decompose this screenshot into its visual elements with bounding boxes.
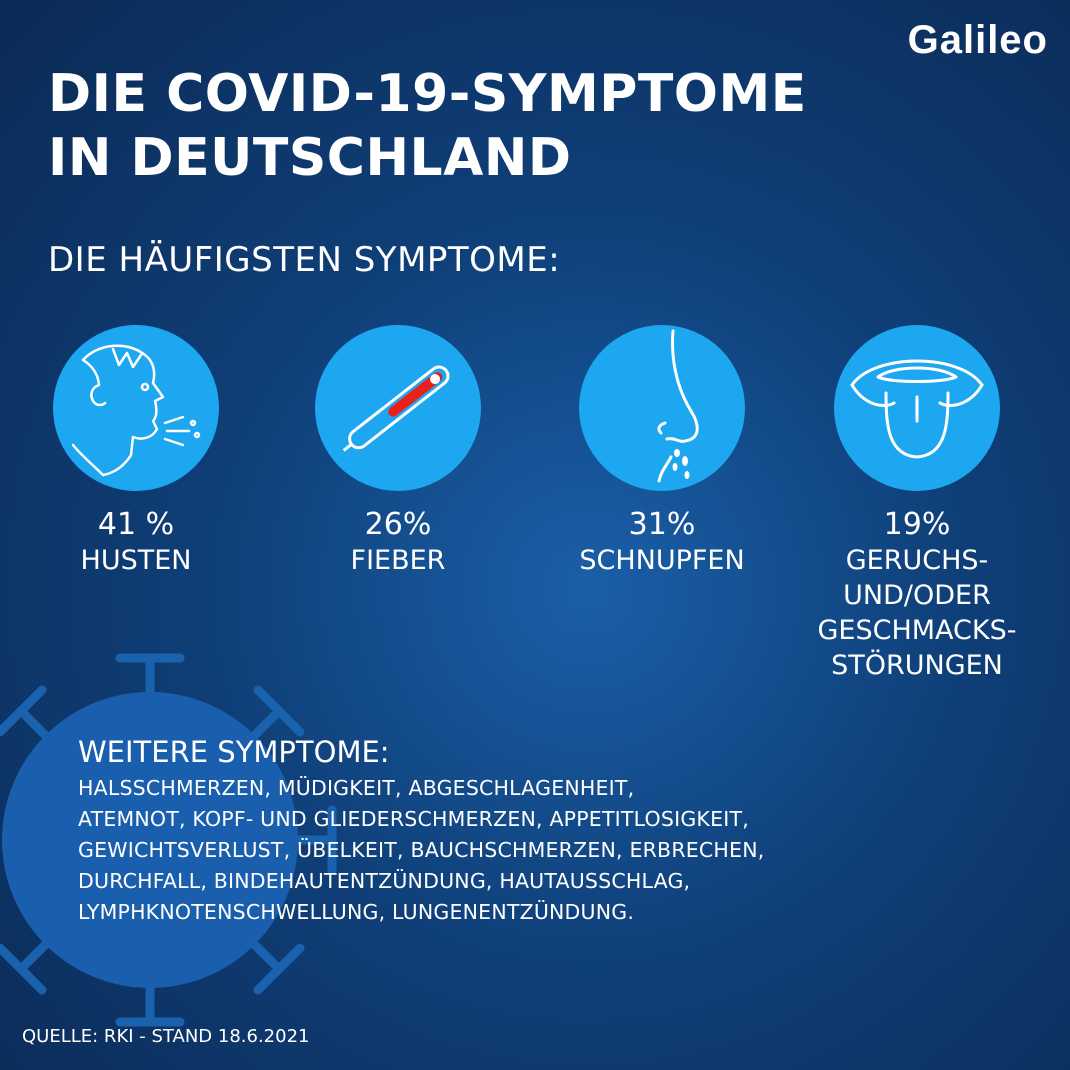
more-symptoms-line: HALSSCHMERZEN, MÜDIGKEIT, ABGESCHLAGENHE…	[78, 776, 635, 800]
title-line-1: DIE COVID-19-SYMPTOME	[48, 64, 807, 124]
symptom-runny-nose: 31% SCHNUPFEN	[542, 325, 782, 578]
symptom-label-line: STÖRUNGEN	[831, 650, 1003, 681]
sneezing-nose-icon	[579, 325, 745, 491]
symptom-percent: 26%	[364, 507, 432, 542]
more-symptoms-list: HALSSCHMERZEN, MÜDIGKEIT, ABGESCHLAGENHE…	[78, 773, 938, 928]
symptom-percent: 31%	[628, 507, 696, 542]
symptom-label: SCHNUPFEN	[579, 545, 745, 576]
tongue-icon	[834, 325, 1000, 491]
symptom-label: FIEBER	[350, 545, 446, 576]
symptom-label: HUSTEN	[80, 545, 192, 576]
source-note: QUELLE: RKI - STAND 18.6.2021	[22, 1026, 310, 1047]
symptom-cough: 41 % HUSTEN	[16, 325, 256, 578]
more-symptoms-line: GEWICHTSVERLUST, ÜBELKEIT, BAUCHSCHMERZE…	[78, 838, 765, 862]
more-symptoms-title: WEITERE SYMPTOME:	[78, 735, 390, 769]
symptom-smell-taste: 19% GERUCHS- UND/ODER GESCHMACKS- STÖRUN…	[797, 325, 1037, 683]
page-title: DIE COVID-19-SYMPTOME IN DEUTSCHLAND	[48, 62, 807, 190]
symptom-fever: 26% FIEBER	[278, 325, 518, 578]
symptom-percent: 19%	[883, 507, 951, 542]
section-subtitle: DIE HÄUFIGSTEN SYMPTOME:	[48, 240, 561, 280]
symptom-label-line: GESCHMACKS-	[817, 615, 1017, 646]
symptom-label-line: GERUCHS-	[845, 545, 989, 576]
more-symptoms-line: LYMPHKNOTENSCHWELLUNG, LUNGENENTZÜNDUNG.	[78, 900, 635, 924]
galileo-logo: Galileo	[907, 18, 1048, 62]
title-line-2: IN DEUTSCHLAND	[48, 128, 572, 188]
thermometer-icon	[315, 325, 481, 491]
coughing-person-icon	[53, 325, 219, 491]
symptom-percent: 41 %	[97, 507, 175, 542]
virus-icon	[0, 653, 337, 1027]
symptom-label-line: UND/ODER	[843, 580, 991, 611]
more-symptoms-line: ATEMNOT, KOPF- UND GLIEDERSCHMERZEN, APP…	[78, 807, 749, 831]
more-symptoms-line: DURCHFALL, BINDEHAUTENTZÜNDUNG, HAUTAUSS…	[78, 869, 691, 893]
